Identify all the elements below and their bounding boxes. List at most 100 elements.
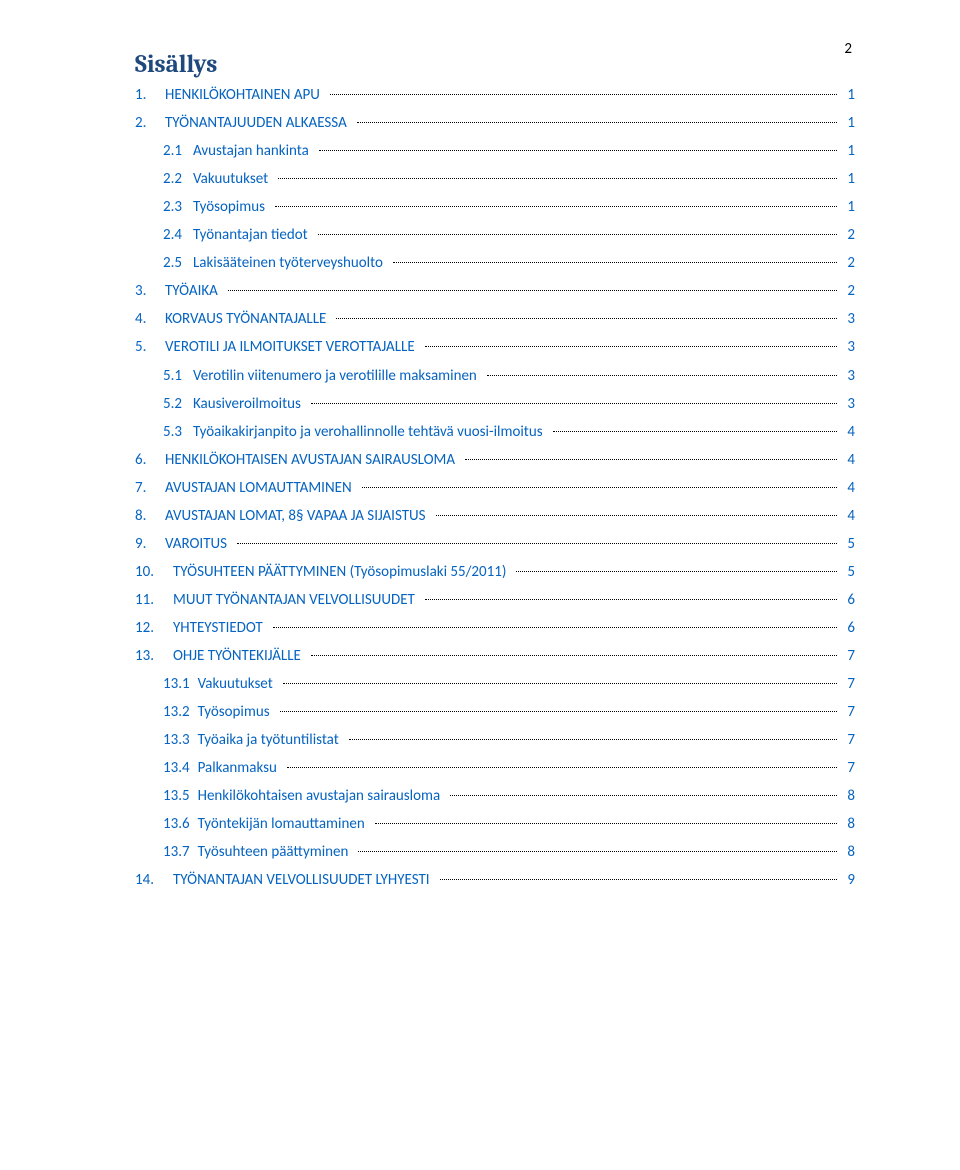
toc-entry[interactable]: 5.1 Verotilin viitenumero ja verotilille … xyxy=(163,368,855,386)
toc-entry[interactable]: 8.AVUSTAJAN LOMAT, 8§ VAPAA JA SIJAISTUS… xyxy=(135,508,855,526)
toc-entry[interactable]: 1.HENKILÖKOHTAINEN APU1 xyxy=(135,87,855,105)
toc-entry-number: 2.1 xyxy=(163,143,185,161)
toc-leader xyxy=(228,290,838,291)
toc-entry-label: Työsuhteen päättyminen xyxy=(198,844,349,862)
toc-entry-label: Työntekijän lomauttaminen xyxy=(198,816,365,834)
toc-entry[interactable]: 2.3Työsopimus1 xyxy=(163,199,855,217)
toc-entry-label: Avustajan hankinta xyxy=(193,143,309,161)
toc-entry[interactable]: 13.7 Työsuhteen päättyminen 8 xyxy=(163,844,855,862)
toc-leader xyxy=(336,318,837,319)
toc-leader xyxy=(318,234,838,235)
toc-entry-label: Henkilökohtaisen avustajan sairausloma xyxy=(198,788,441,806)
toc-entry-label: Työnantajan tiedot xyxy=(193,227,308,245)
toc-entry-page: 6 xyxy=(847,592,855,610)
toc-leader xyxy=(278,178,837,179)
toc-entry-number: 2.2 xyxy=(163,171,185,189)
toc-entry-number: 5.1 xyxy=(163,368,185,386)
toc-leader xyxy=(487,375,838,376)
toc-entry-label: Vakuutukset xyxy=(193,171,268,189)
toc-entry[interactable]: 5.2Kausiveroilmoitus3 xyxy=(163,396,855,414)
toc-entry-number: 11. xyxy=(135,592,165,610)
toc-entry-label: Palkanmaksu xyxy=(198,760,277,778)
toc-entry[interactable]: 13.1 Vakuutukset 7 xyxy=(163,676,855,694)
toc-entry[interactable]: 2.4 Työnantajan tiedot 2 xyxy=(163,227,855,245)
toc-entry-number: 13.1 xyxy=(163,676,190,694)
toc-entry-page: 5 xyxy=(847,536,855,554)
toc-leader xyxy=(553,431,838,432)
toc-entry-number: 9. xyxy=(135,536,157,554)
toc-entry-label: AVUSTAJAN LOMAT, 8§ VAPAA JA SIJAISTUS xyxy=(165,508,426,526)
toc-entry-label: TYÖNANTAJUUDEN ALKAESSA xyxy=(165,115,347,133)
toc-entry[interactable]: 4.KORVAUS TYÖNANTAJALLE3 xyxy=(135,311,855,329)
toc-entry-page: 3 xyxy=(847,339,855,357)
toc-entry-number: 13.6 xyxy=(163,816,190,834)
toc-leader xyxy=(280,711,838,712)
toc-entry[interactable]: 2.5Lakisääteinen työterveyshuolto2 xyxy=(163,255,855,273)
toc-entry-number: 3. xyxy=(135,283,157,301)
page-number: 2 xyxy=(844,40,852,58)
toc-entry-number: 5.3 xyxy=(163,424,185,442)
toc-entry-page: 1 xyxy=(847,115,855,133)
toc-leader xyxy=(330,94,837,95)
toc-entry-label: Verotilin viitenumero ja verotilille mak… xyxy=(193,368,477,386)
toc-leader xyxy=(237,543,837,544)
toc-entry-page: 7 xyxy=(847,676,855,694)
toc-leader xyxy=(311,655,838,656)
toc-entry-label: MUUT TYÖNANTAJAN VELVOLLISUUDET xyxy=(173,592,415,610)
toc-entry[interactable]: 2.TYÖNANTAJUUDEN ALKAESSA1 xyxy=(135,115,855,133)
toc-entry-number: 7. xyxy=(135,480,157,498)
toc-entry-number: 13.7 xyxy=(163,844,190,862)
toc-entry[interactable]: 11. MUUT TYÖNANTAJAN VELVOLLISUUDET 6 xyxy=(135,592,855,610)
toc-entry[interactable]: 13.3Työaika ja työtuntilistat7 xyxy=(163,732,855,750)
toc-entry-label: Työaikakirjanpito ja verohallinnolle teh… xyxy=(193,424,543,442)
toc-entry-page: 8 xyxy=(847,816,855,834)
toc-entry-page: 7 xyxy=(847,760,855,778)
toc-entry-page: 2 xyxy=(847,227,855,245)
toc-entry-number: 12. xyxy=(135,620,165,638)
toc-entry[interactable]: 3.TYÖAIKA2 xyxy=(135,283,855,301)
toc-entry[interactable]: 2.1 Avustajan hankinta 1 xyxy=(163,143,855,161)
toc-entry-page: 4 xyxy=(847,452,855,470)
toc-entry-label: AVUSTAJAN LOMAUTTAMINEN xyxy=(165,480,352,498)
toc-leader xyxy=(393,262,837,263)
toc-entry[interactable]: 6.HENKILÖKOHTAISEN AVUSTAJAN SAIRAUSLOMA… xyxy=(135,452,855,470)
toc-entry-page: 1 xyxy=(847,87,855,105)
toc-entry-page: 4 xyxy=(847,508,855,526)
toc-entry-page: 8 xyxy=(847,788,855,806)
toc-leader xyxy=(436,515,838,516)
toc-entry-page: 6 xyxy=(847,620,855,638)
toc-entry-label: HENKILÖKOHTAISEN AVUSTAJAN SAIRAUSLOMA xyxy=(165,452,455,470)
toc-entry[interactable]: 7. AVUSTAJAN LOMAUTTAMINEN 4 xyxy=(135,480,855,498)
toc-entry[interactable]: 13.2Työsopimus7 xyxy=(163,704,855,722)
toc-entry-page: 3 xyxy=(847,396,855,414)
toc-entry-number: 2.4 xyxy=(163,227,185,245)
toc-entry-page: 3 xyxy=(847,311,855,329)
toc-leader xyxy=(287,767,838,768)
page-title: Sisällys xyxy=(135,50,855,79)
toc-entry-page: 8 xyxy=(847,844,855,862)
toc-entry-label: VEROTILI JA ILMOITUKSET VEROTTAJALLE xyxy=(165,339,415,357)
toc-entry[interactable]: 13.OHJE TYÖNTEKIJÄLLE7 xyxy=(135,648,855,666)
toc-entry[interactable]: 13.5Henkilökohtaisen avustajan sairauslo… xyxy=(163,788,855,806)
toc-entry-page: 7 xyxy=(847,704,855,722)
toc-entry[interactable]: 2.2Vakuutukset1 xyxy=(163,171,855,189)
toc-list: 1.HENKILÖKOHTAINEN APU12.TYÖNANTAJUUDEN … xyxy=(135,87,855,890)
toc-entry[interactable]: 13.4Palkanmaksu7 xyxy=(163,760,855,778)
toc-entry-number: 14. xyxy=(135,872,165,890)
toc-entry-label: HENKILÖKOHTAINEN APU xyxy=(165,87,320,105)
toc-entry[interactable]: 5.VEROTILI JA ILMOITUKSET VEROTTAJALLE3 xyxy=(135,339,855,357)
toc-entry-label: Työaika ja työtuntilistat xyxy=(198,732,339,750)
toc-entry-label: Vakuutukset xyxy=(198,676,273,694)
toc-entry[interactable]: 12.YHTEYSTIEDOT6 xyxy=(135,620,855,638)
toc-entry[interactable]: 10.TYÖSUHTEEN PÄÄTTYMINEN (Työsopimuslak… xyxy=(135,564,855,582)
toc-entry[interactable]: 5.3 Työaikakirjanpito ja verohallinnolle … xyxy=(163,424,855,442)
toc-entry-page: 1 xyxy=(847,143,855,161)
toc-entry-label: Työsopimus xyxy=(193,199,265,217)
toc-leader xyxy=(516,571,837,572)
toc-entry[interactable]: 9.VAROITUS5 xyxy=(135,536,855,554)
toc-leader xyxy=(357,122,838,123)
toc-entry[interactable]: 13.6 Työntekijän lomauttaminen 8 xyxy=(163,816,855,834)
toc-entry-page: 4 xyxy=(847,480,855,498)
toc-entry-label: OHJE TYÖNTEKIJÄLLE xyxy=(173,648,301,666)
toc-entry[interactable]: 14.TYÖNANTAJAN VELVOLLISUUDET LYHYESTI9 xyxy=(135,872,855,890)
